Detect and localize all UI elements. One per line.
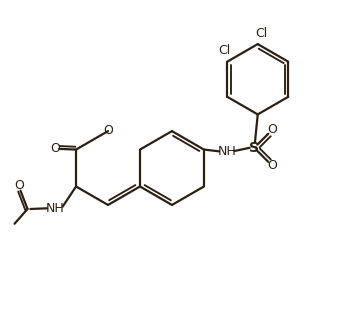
Text: S: S (249, 141, 259, 155)
Text: O: O (267, 123, 277, 137)
Text: NH: NH (45, 202, 64, 215)
Text: Cl: Cl (218, 44, 231, 57)
Text: O: O (50, 142, 60, 155)
Text: Cl: Cl (255, 27, 267, 40)
Text: NH: NH (217, 145, 236, 158)
Text: O: O (267, 159, 277, 172)
Text: O: O (14, 179, 24, 192)
Text: O: O (103, 124, 113, 137)
